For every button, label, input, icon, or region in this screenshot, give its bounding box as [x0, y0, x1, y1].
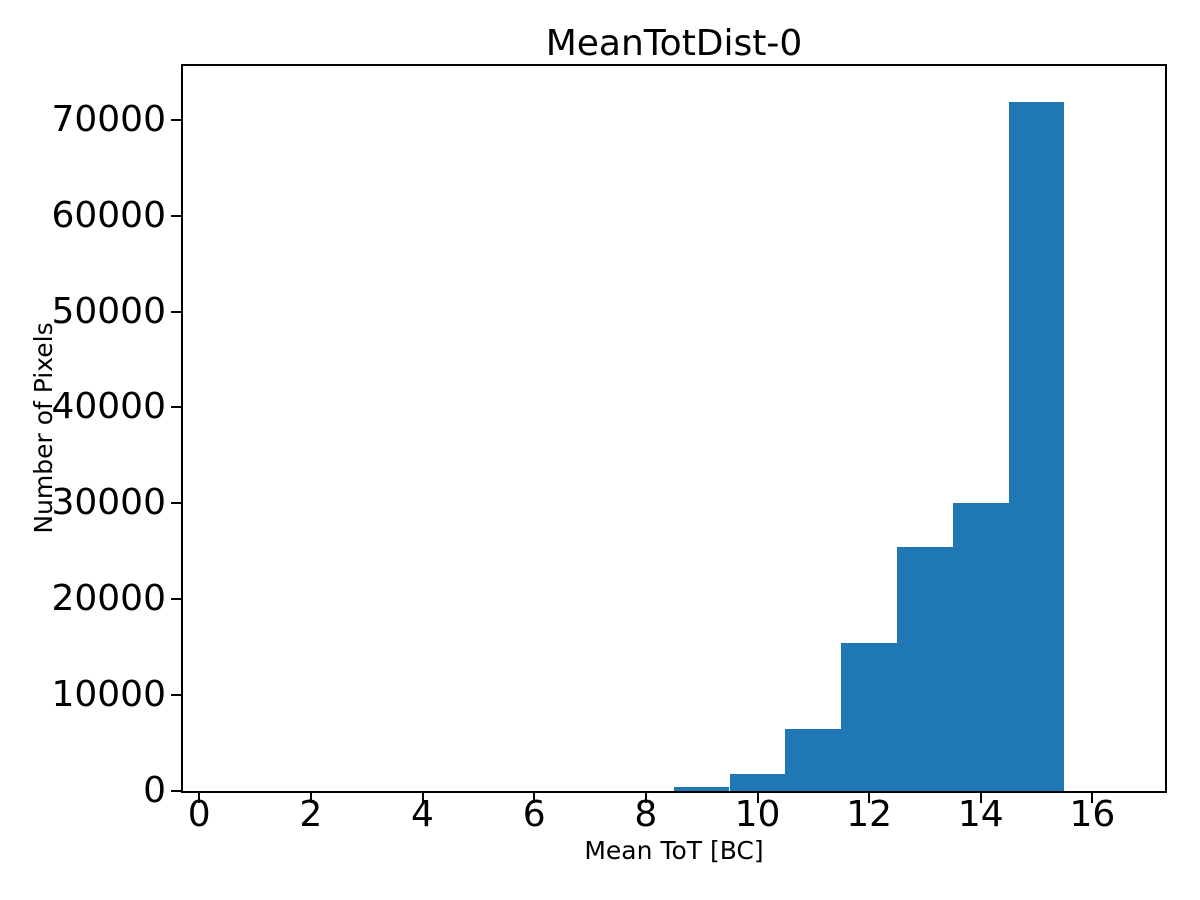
x-tick-mark	[979, 793, 982, 803]
y-tick-label: 10000	[51, 674, 166, 716]
y-tick-mark	[171, 310, 181, 313]
x-tick-mark	[868, 793, 871, 803]
y-tick-label: 60000	[51, 194, 166, 236]
x-tick-label: 0	[187, 794, 211, 835]
histogram-bar	[897, 546, 953, 791]
y-tick-label: 40000	[51, 386, 166, 428]
x-tick-label: 6	[522, 794, 546, 835]
x-tick-mark	[309, 793, 312, 803]
y-tick-mark	[171, 790, 181, 792]
histogram-bar	[729, 773, 786, 791]
x-tick-label: 16	[1069, 794, 1116, 835]
histogram-bar	[1008, 101, 1065, 791]
y-tick-mark	[171, 502, 181, 505]
x-tick-mark	[533, 793, 536, 803]
x-tick-mark	[198, 793, 201, 803]
x-tick-label: 8	[634, 794, 658, 835]
x-tick-label: 4	[411, 794, 434, 835]
y-axis-label: Number of Pixels	[29, 322, 58, 534]
y-tick-mark	[171, 598, 181, 601]
chart-title: MeanTotDist-0	[545, 23, 803, 64]
x-axis-label: Mean ToT [BC]	[584, 836, 764, 865]
y-tick-mark	[171, 214, 181, 217]
histogram-bar	[673, 787, 730, 791]
x-tick-mark	[421, 793, 424, 803]
x-tick-label: 10	[734, 794, 781, 835]
histogram-bar	[841, 643, 897, 791]
plot-area	[181, 64, 1167, 793]
y-tick-mark	[171, 694, 181, 697]
histogram-bar	[785, 728, 842, 791]
x-tick-mark	[756, 793, 759, 803]
x-tick-label: 12	[846, 794, 892, 835]
x-tick-mark	[1091, 793, 1094, 803]
y-tick-label: 0	[143, 770, 166, 811]
x-tick-label: 14	[957, 794, 1004, 835]
y-tick-mark	[171, 406, 181, 409]
y-tick-label: 70000	[51, 98, 166, 140]
y-tick-label: 20000	[51, 578, 166, 620]
x-tick-label: 2	[299, 794, 323, 835]
histogram-bar	[952, 503, 1009, 791]
y-tick-mark	[171, 118, 181, 121]
x-tick-mark	[644, 793, 647, 803]
y-tick-label: 30000	[51, 482, 166, 524]
y-tick-label: 50000	[51, 290, 166, 332]
